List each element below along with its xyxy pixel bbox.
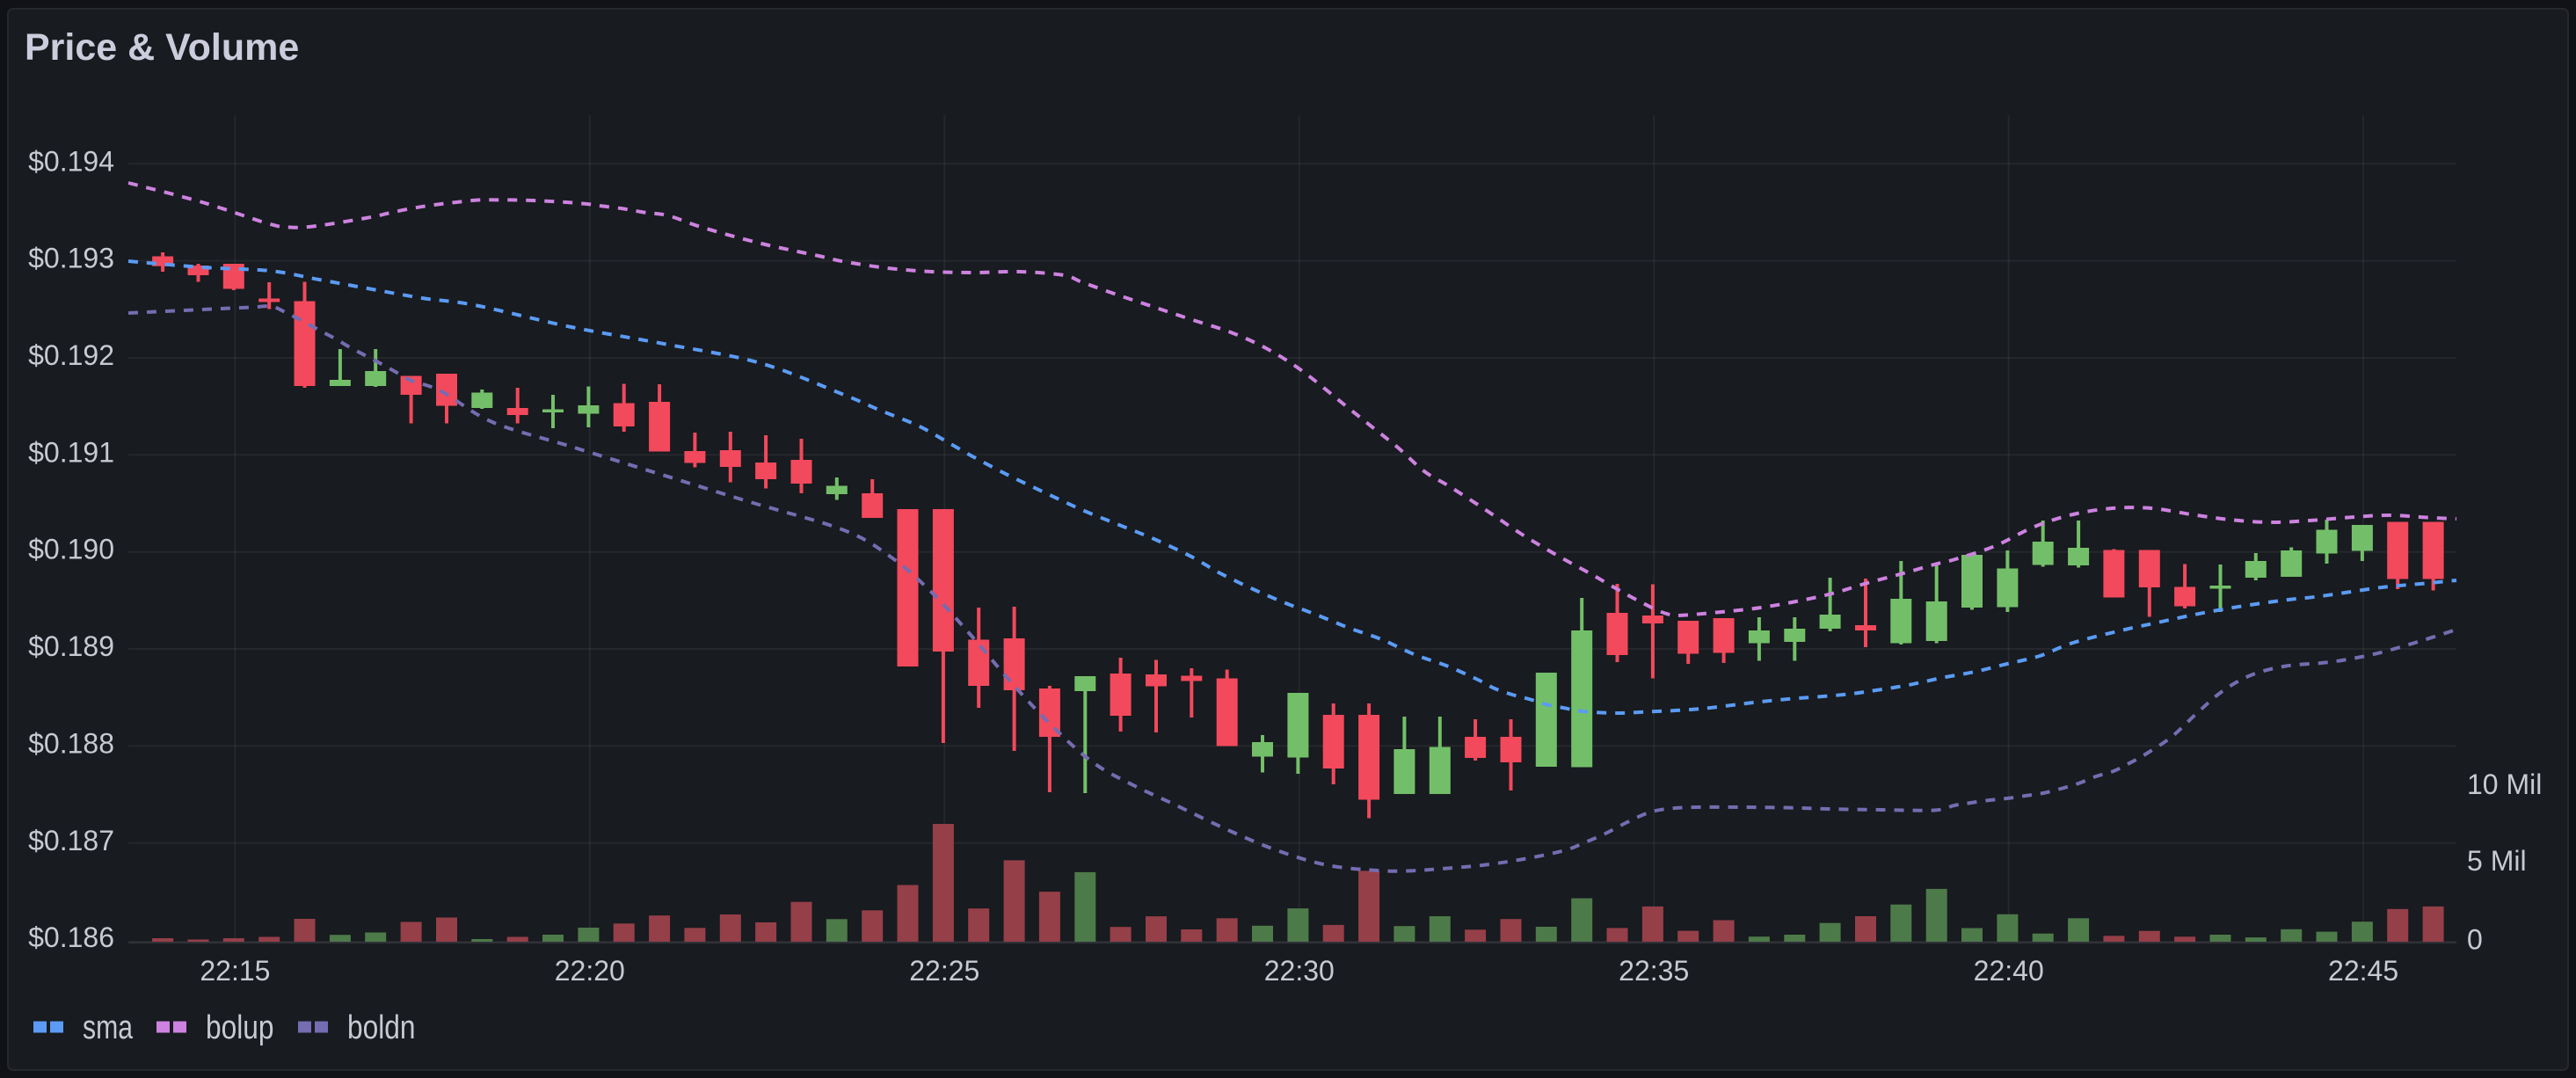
svg-text:0: 0 bbox=[2467, 924, 2483, 956]
svg-text:sma: sma bbox=[83, 1009, 134, 1046]
svg-text:22:15: 22:15 bbox=[200, 955, 270, 987]
svg-text:$0.190: $0.190 bbox=[28, 534, 114, 565]
svg-text:22:40: 22:40 bbox=[1974, 955, 2044, 987]
svg-text:$0.192: $0.192 bbox=[28, 339, 114, 371]
svg-text:Price & Volume: Price & Volume bbox=[25, 26, 299, 69]
svg-text:22:35: 22:35 bbox=[1619, 955, 1689, 987]
svg-text:22:30: 22:30 bbox=[1264, 955, 1335, 987]
svg-text:$0.187: $0.187 bbox=[28, 825, 114, 856]
svg-text:$0.191: $0.191 bbox=[28, 436, 114, 468]
svg-text:22:20: 22:20 bbox=[555, 955, 625, 987]
svg-text:bolup: bolup bbox=[206, 1009, 274, 1046]
svg-text:22:25: 22:25 bbox=[909, 955, 979, 987]
svg-text:$0.194: $0.194 bbox=[28, 145, 114, 177]
svg-text:$0.188: $0.188 bbox=[28, 727, 114, 759]
svg-text:boldn: boldn bbox=[347, 1009, 416, 1046]
svg-text:$0.186: $0.186 bbox=[28, 921, 114, 953]
svg-text:5 Mil: 5 Mil bbox=[2467, 845, 2527, 877]
svg-text:22:45: 22:45 bbox=[2328, 955, 2398, 987]
svg-text:$0.193: $0.193 bbox=[28, 243, 114, 274]
svg-text:10 Mil: 10 Mil bbox=[2467, 768, 2542, 800]
svg-text:$0.189: $0.189 bbox=[28, 630, 114, 662]
